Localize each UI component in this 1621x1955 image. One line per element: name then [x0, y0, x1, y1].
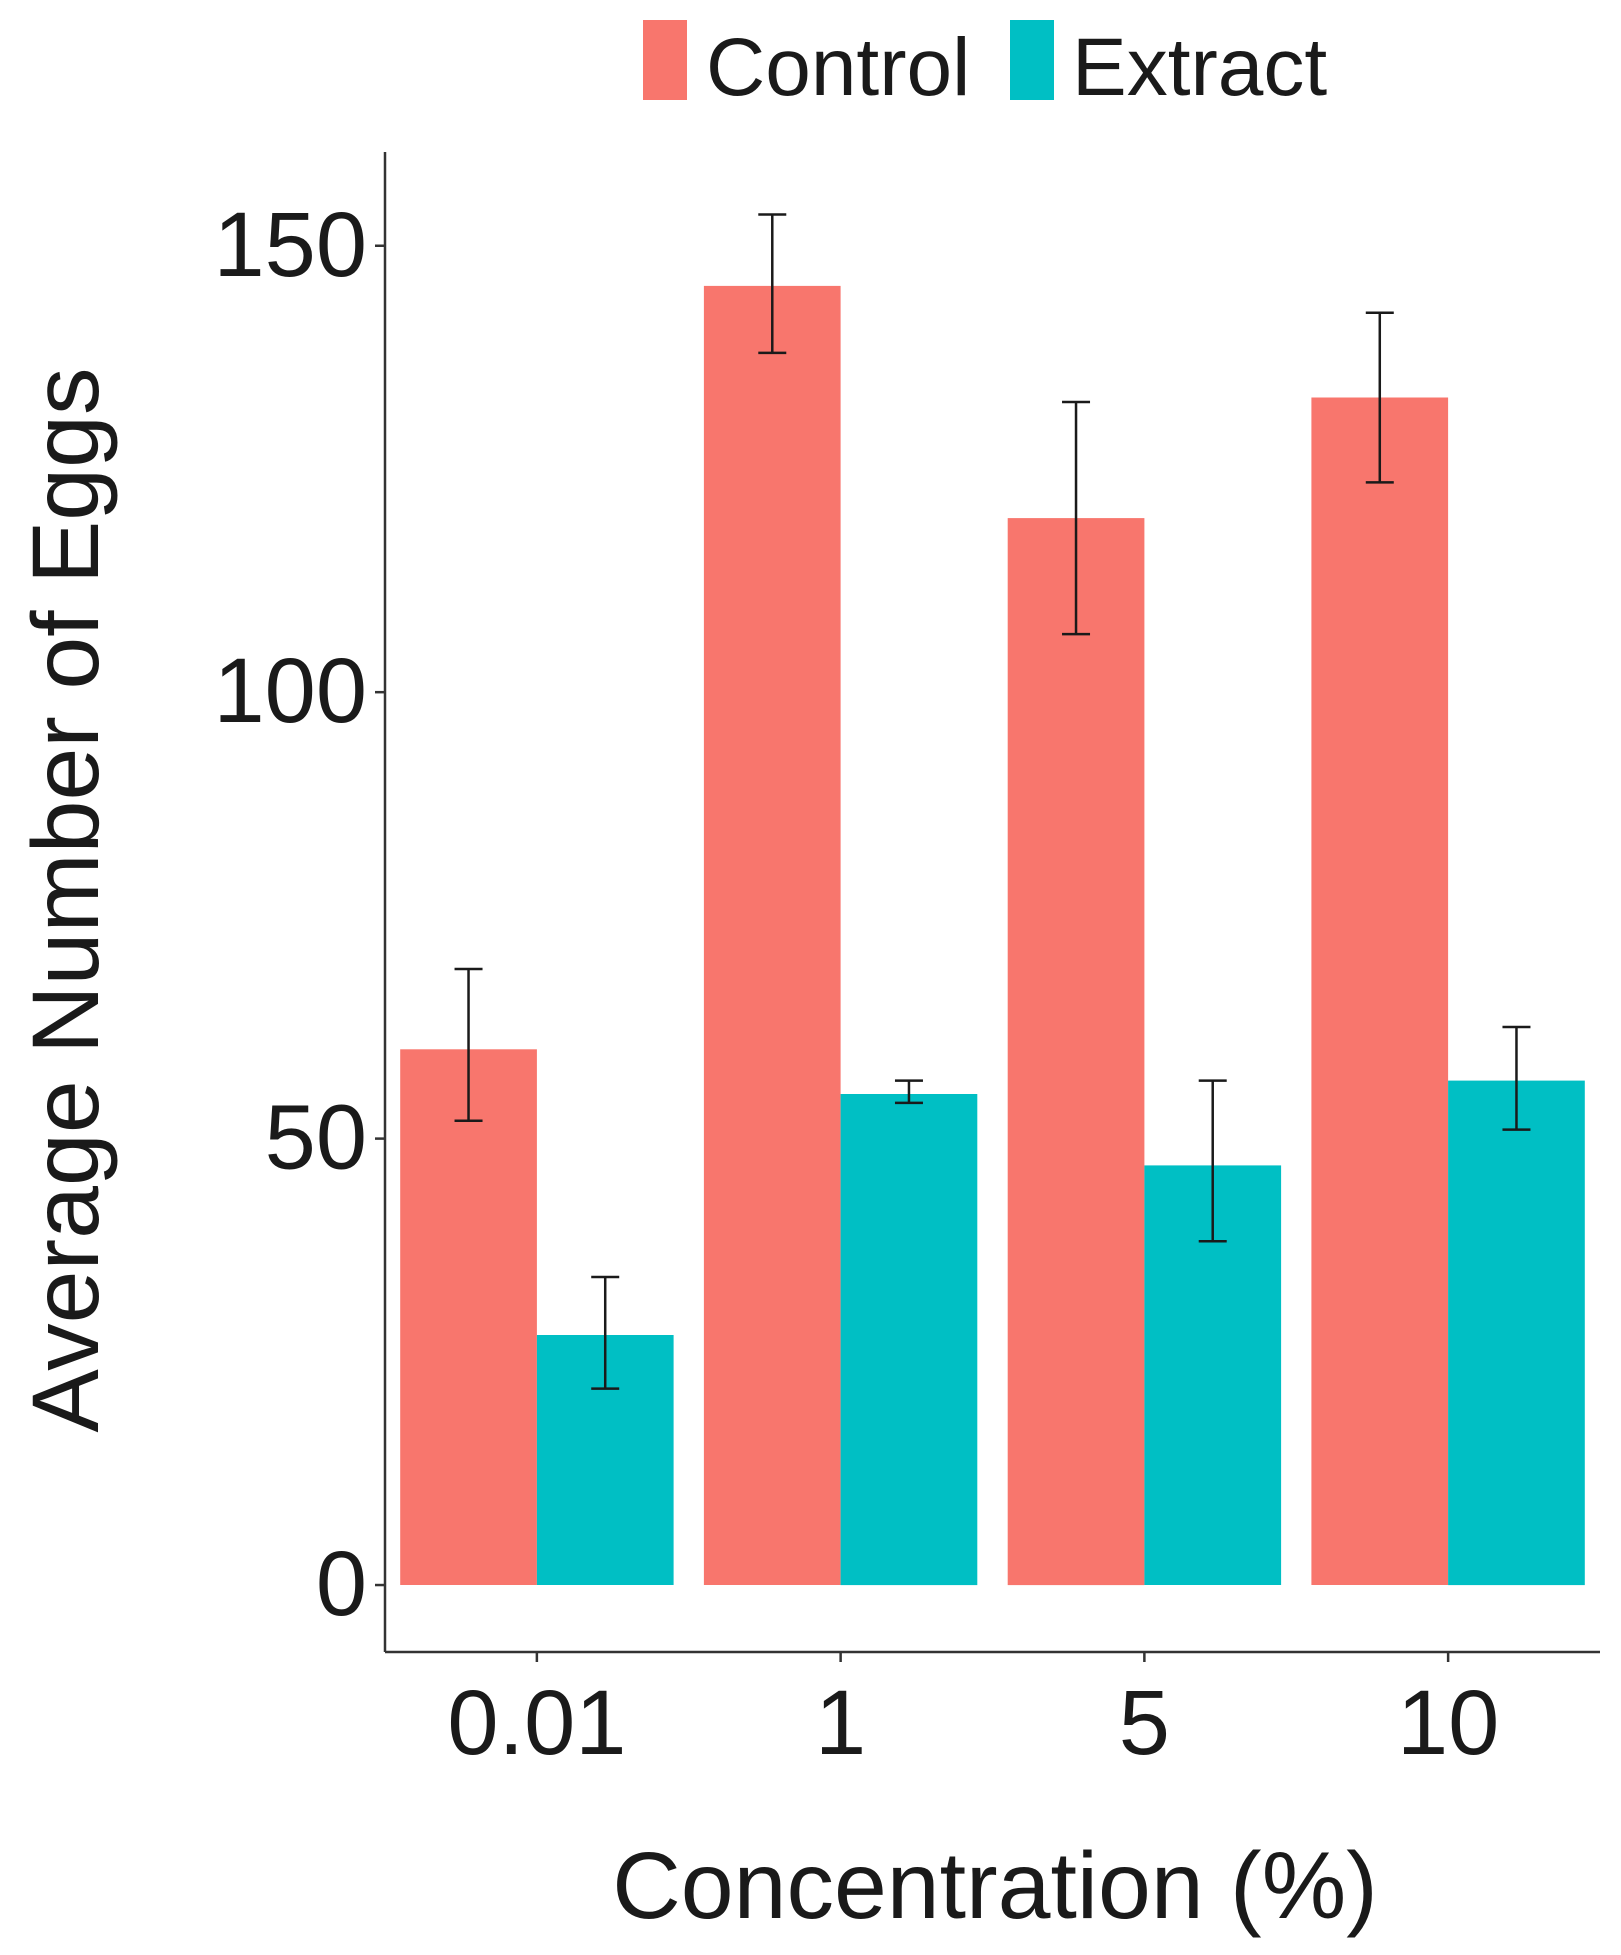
y-tick-label-0: 0: [316, 1533, 367, 1635]
y-tick-label-50: 50: [265, 1087, 367, 1189]
plot-area: 0 50 100 150 0.01 1 5 10: [214, 152, 1600, 1774]
bar-control-5: [1007, 518, 1145, 1586]
legend-swatch-control: [643, 20, 687, 100]
x-tick-label-1: 1: [815, 1672, 866, 1774]
x-tick-label-5: 5: [1119, 1672, 1170, 1774]
legend-label-control: Control: [706, 22, 970, 113]
bar-control-1: [703, 285, 841, 1585]
legend-swatch-extract: [1010, 20, 1054, 100]
x-axis-title: Concentration (%): [612, 1833, 1378, 1939]
y-axis-title: Average Number of Eggs: [13, 368, 119, 1433]
x-tick-label-10: 10: [1397, 1672, 1499, 1774]
x-tick-label-0.01: 0.01: [447, 1672, 626, 1774]
legend: Control Extract: [643, 20, 1327, 113]
y-tick-label-100: 100: [214, 640, 368, 742]
legend-label-extract: Extract: [1072, 22, 1327, 113]
bar-extract-1: [840, 1094, 978, 1586]
bar-control-10: [1311, 397, 1449, 1585]
bar-control-0.01: [400, 1049, 537, 1585]
y-tick-label-150: 150: [214, 194, 368, 296]
bar-extract-10: [1448, 1080, 1585, 1586]
